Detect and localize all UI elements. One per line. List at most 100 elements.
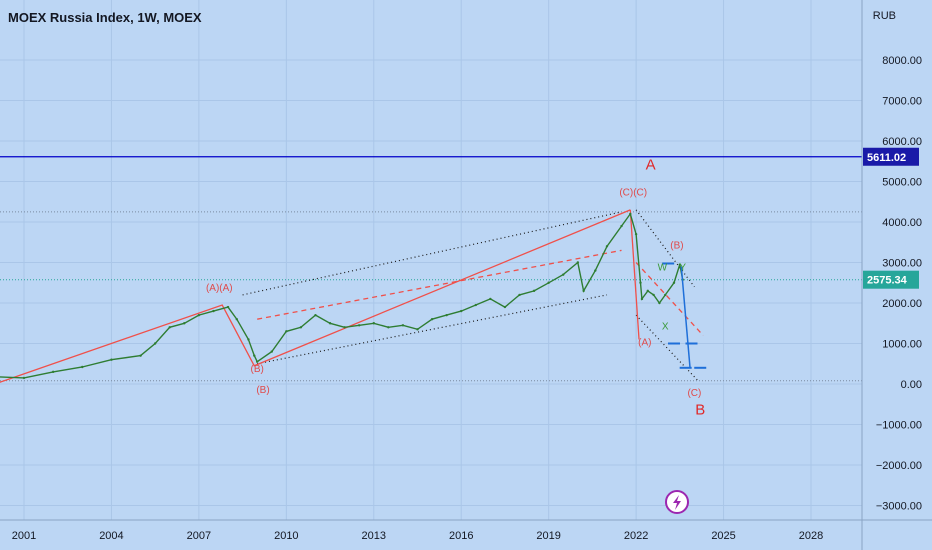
price-point bbox=[639, 281, 642, 284]
y-tick-label: 3000.00 bbox=[882, 258, 922, 270]
grid-lines bbox=[0, 0, 862, 520]
y-tick-label: 2000.00 bbox=[882, 298, 922, 310]
price-point bbox=[582, 289, 585, 293]
lightning-icon-glyph bbox=[673, 495, 681, 510]
x-tick-label: 2016 bbox=[449, 530, 473, 542]
price-point bbox=[430, 318, 434, 321]
price-point bbox=[629, 212, 632, 216]
wave-label: (A) bbox=[638, 338, 651, 349]
price-point bbox=[51, 370, 55, 374]
price-point bbox=[212, 309, 215, 313]
wave-line-red bbox=[0, 209, 631, 383]
price-point bbox=[678, 263, 682, 266]
price-point bbox=[22, 376, 26, 380]
price-point bbox=[532, 289, 536, 293]
y-tick-label: 4000.00 bbox=[882, 217, 922, 229]
price-point bbox=[640, 297, 644, 301]
wave-label: (B) bbox=[670, 240, 683, 251]
price-point bbox=[328, 322, 332, 325]
y-tick-label: −1000.00 bbox=[876, 420, 922, 432]
y-tick-label: 5000.00 bbox=[882, 177, 922, 189]
price-point bbox=[672, 281, 676, 284]
x-tick-label: 2013 bbox=[362, 530, 386, 542]
price-point bbox=[358, 324, 361, 327]
price-point bbox=[372, 322, 375, 325]
projection-lines bbox=[662, 262, 707, 369]
wave-label: W bbox=[658, 263, 668, 274]
x-tick-label: 2025 bbox=[711, 530, 735, 542]
big-wave-label: B bbox=[695, 401, 705, 418]
price-badge bbox=[863, 147, 919, 166]
price-point bbox=[255, 360, 259, 363]
price-point bbox=[503, 305, 507, 309]
price-point bbox=[664, 293, 667, 297]
x-tick-label: 2010 bbox=[274, 530, 298, 542]
wave-label: (C)(C) bbox=[619, 188, 647, 199]
chart-title: MOEX Russia Index, 1W, MOEX bbox=[8, 10, 202, 25]
x-tick-label: 2007 bbox=[187, 530, 211, 542]
price-point bbox=[168, 326, 171, 329]
price-point bbox=[299, 326, 303, 329]
wave-label: X bbox=[662, 321, 669, 332]
wave-label: (B) bbox=[251, 364, 264, 375]
price-point bbox=[226, 305, 230, 309]
price-point bbox=[247, 338, 250, 341]
price-point bbox=[547, 281, 550, 284]
wave-line-red-dashed bbox=[635, 262, 704, 336]
big-wave-label: A bbox=[646, 156, 656, 173]
price-point bbox=[285, 330, 288, 333]
channel-line bbox=[635, 314, 698, 381]
y-tick-label: −3000.00 bbox=[876, 501, 922, 513]
price-point bbox=[416, 328, 419, 331]
currency-label: RUB bbox=[872, 10, 896, 22]
y-tick-label: 1000.00 bbox=[882, 339, 922, 351]
price-point bbox=[562, 273, 565, 276]
price-badge-label: 5611.02 bbox=[867, 152, 906, 164]
price-point bbox=[445, 313, 448, 317]
price-badge-label: 2575.34 bbox=[867, 275, 908, 287]
price-badge bbox=[863, 270, 919, 289]
horizontal-lines: 5611.02 2575.34 bbox=[0, 147, 919, 289]
y-tick-label: 6000.00 bbox=[882, 136, 922, 148]
price-point bbox=[183, 322, 186, 325]
price-point bbox=[460, 309, 463, 313]
y-tick-label: 8000.00 bbox=[882, 55, 922, 67]
x-tick-label: 2022 bbox=[624, 530, 648, 542]
price-point bbox=[634, 232, 638, 236]
price-point bbox=[658, 301, 661, 305]
price-series-layer bbox=[0, 212, 684, 380]
wave-label: Y bbox=[679, 263, 686, 274]
price-point bbox=[343, 326, 346, 329]
logo[interactable] bbox=[665, 490, 689, 514]
channel-line bbox=[635, 209, 695, 288]
price-point bbox=[253, 354, 256, 357]
y-tick-label: 7000.00 bbox=[882, 96, 922, 108]
wave-line-red-dashed bbox=[257, 249, 622, 320]
channel-line bbox=[242, 211, 622, 296]
y-tick-label: −2000.00 bbox=[876, 460, 922, 472]
wave-labels: (A)(A) (B) (B) (C)(C) (B) W Y X (A) (C) A B bbox=[206, 156, 705, 418]
price-point bbox=[387, 326, 390, 329]
price-point bbox=[646, 289, 649, 293]
price-point bbox=[139, 354, 142, 357]
price-point bbox=[652, 293, 655, 297]
wave-label: (A)(A) bbox=[206, 283, 233, 294]
price-point bbox=[489, 297, 492, 301]
price-point bbox=[518, 293, 521, 297]
projection-line bbox=[680, 266, 691, 368]
price-point bbox=[110, 358, 113, 361]
price-point bbox=[605, 245, 609, 248]
x-tick-label: 2028 bbox=[799, 530, 823, 542]
wave-label: (B) bbox=[256, 385, 269, 396]
wave-line-red-down bbox=[629, 209, 640, 340]
price-point bbox=[620, 224, 623, 228]
wave-label: (C) bbox=[687, 388, 701, 399]
price-point bbox=[314, 313, 317, 317]
x-tick-label: 2004 bbox=[99, 530, 123, 542]
y-tick-label: 0.00 bbox=[901, 379, 922, 391]
price-point bbox=[197, 313, 201, 317]
price-point bbox=[594, 269, 597, 272]
price-point bbox=[153, 342, 157, 345]
